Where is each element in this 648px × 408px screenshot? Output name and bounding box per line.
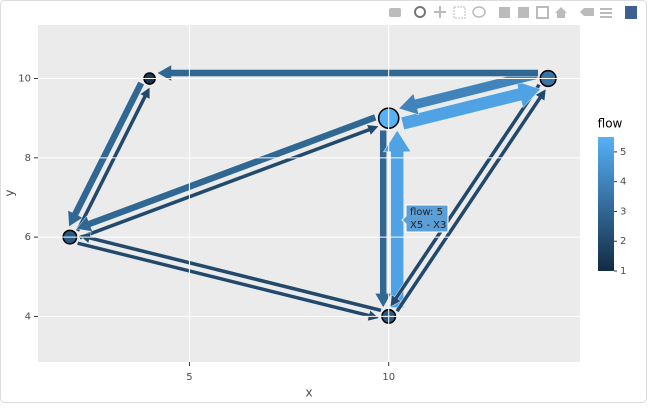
edge-arrow [75, 86, 151, 233]
zoom-icon[interactable] [414, 6, 426, 18]
y-tick-label: 4 [25, 311, 31, 322]
x-axis-title: x [305, 386, 312, 400]
edge-arrow [394, 88, 547, 313]
pan-icon[interactable] [434, 6, 446, 18]
lasso-icon[interactable] [472, 6, 486, 18]
spike-icon[interactable] [580, 8, 594, 16]
edge-arrow [400, 80, 542, 131]
zoom-out-icon[interactable] [518, 7, 529, 18]
colorbar-tick-label: 5 [620, 147, 626, 158]
edge-arrow [75, 113, 378, 232]
colorbar-tick-label: 2 [620, 236, 626, 247]
camera-icon[interactable] [389, 8, 401, 17]
colorbar-tick-label: 1 [620, 266, 626, 277]
reset-icon[interactable] [555, 7, 567, 18]
y-tick-label: 8 [25, 153, 31, 164]
edge-arrow [78, 124, 380, 241]
tooltip-box [401, 204, 449, 233]
modebar[interactable] [389, 6, 637, 19]
edge-arrow [156, 64, 539, 82]
colorbar-title: flow [598, 117, 623, 131]
colorbar-tick-label: 3 [620, 206, 626, 217]
x-tick-label: 5 [186, 372, 192, 383]
tooltip: flow: 5 X5 - X3 [401, 204, 449, 233]
compare-icon[interactable] [600, 8, 612, 18]
box-select-icon[interactable] [453, 6, 466, 19]
colorbar [598, 137, 614, 271]
edge-arrow [76, 240, 380, 322]
y-tick-label: 6 [25, 232, 31, 243]
plotly-logo[interactable] [625, 6, 637, 19]
edge-arrow [382, 129, 412, 308]
autoscale-icon[interactable] [536, 6, 549, 19]
edge-arrow [398, 68, 539, 116]
x-tick-label: 10 [382, 372, 395, 383]
tooltip-text: X5 - X3 [410, 220, 446, 231]
tooltip-text: flow: 5 [410, 207, 443, 218]
zoom-in-icon[interactable] [499, 7, 510, 18]
colorbar-tick-label: 4 [620, 177, 626, 188]
edge-arrow [78, 232, 383, 313]
y-tick-label: 10 [18, 74, 31, 85]
edge-arrow [389, 82, 542, 308]
y-axis-title: y [3, 189, 17, 196]
edge-arrow [67, 80, 145, 228]
